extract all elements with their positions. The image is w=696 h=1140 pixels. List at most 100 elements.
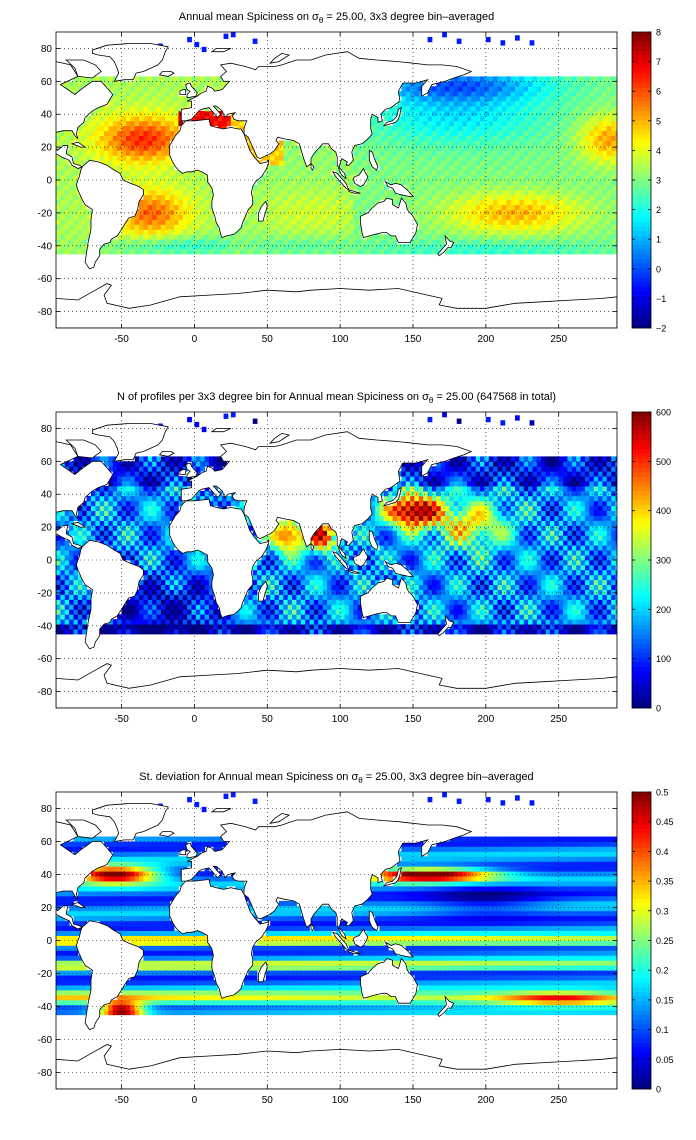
bin-cell xyxy=(309,604,315,610)
bin-cell xyxy=(99,515,105,521)
bin-cell xyxy=(383,189,389,196)
bin-cell xyxy=(134,599,140,605)
bin-cell xyxy=(300,550,306,556)
bin-cell xyxy=(519,224,525,230)
bin-cell xyxy=(327,594,332,600)
bin-cell xyxy=(182,614,188,620)
bin-cell xyxy=(296,535,302,541)
bin-cell xyxy=(545,249,551,255)
colorbar-swatch xyxy=(632,249,651,255)
bin-cell xyxy=(606,130,612,136)
bin-cell xyxy=(549,76,555,82)
bin-cell xyxy=(156,520,162,526)
bin-cell xyxy=(187,599,192,605)
bin-cell xyxy=(121,545,127,551)
bin-cell xyxy=(60,180,66,186)
bin-cell xyxy=(147,155,153,161)
bin-cell xyxy=(379,244,385,250)
bin-cell xyxy=(584,135,590,141)
bin-cell xyxy=(536,101,542,107)
bin-cell xyxy=(143,160,149,166)
bin-cell xyxy=(431,130,437,136)
bin-cell xyxy=(82,540,87,546)
bin-cell xyxy=(458,224,463,230)
bin-cell xyxy=(436,234,442,240)
bin-cell xyxy=(475,96,481,102)
bin-cell xyxy=(195,86,201,92)
bin-cell xyxy=(475,130,481,136)
bin-cell xyxy=(99,495,105,502)
bin-cell xyxy=(178,175,184,181)
bin-cell xyxy=(147,599,153,605)
bin-cell xyxy=(414,204,420,210)
bin-cell xyxy=(60,555,66,561)
bin-cell xyxy=(213,461,219,467)
bin-cell xyxy=(156,140,162,146)
bin-cell xyxy=(313,194,319,201)
bin-cell xyxy=(200,555,206,561)
bin-cell xyxy=(436,189,442,196)
bin-cell xyxy=(571,189,577,196)
bin-cell xyxy=(134,120,140,127)
bin-cell xyxy=(165,239,171,245)
bin-cell xyxy=(558,110,564,117)
bin-cell xyxy=(388,234,393,240)
bin-cell xyxy=(392,150,398,156)
bin-cell xyxy=(375,155,380,161)
bin-cell xyxy=(493,184,498,191)
bin-cell xyxy=(191,234,197,240)
bin-cell xyxy=(532,150,538,156)
bin-cell xyxy=(139,209,144,215)
bin-cell xyxy=(77,229,83,235)
bin-cell xyxy=(230,120,236,127)
bin-cell xyxy=(274,189,280,196)
bin-cell xyxy=(589,155,595,161)
bin-cell xyxy=(541,170,546,176)
bin-cell xyxy=(134,135,140,141)
bin-cell xyxy=(431,96,437,102)
bin-cell xyxy=(471,135,477,141)
bin-cell xyxy=(160,175,166,181)
bin-cell xyxy=(576,239,581,245)
bin-cell xyxy=(296,569,302,576)
bin-cell xyxy=(274,624,280,630)
bin-cell xyxy=(519,204,525,210)
bin-cell xyxy=(160,535,166,541)
bin-cell xyxy=(357,244,363,250)
bin-cell xyxy=(440,165,446,171)
bin-cell xyxy=(536,81,542,87)
title-symbol: σ xyxy=(312,11,319,23)
bin-cell xyxy=(558,101,564,107)
bin-cell xyxy=(554,194,560,201)
bin-cell xyxy=(108,130,114,136)
colorbar-swatch xyxy=(632,207,651,213)
bin-cell xyxy=(95,145,101,151)
bin-cell xyxy=(606,96,612,102)
bin-cell xyxy=(576,180,581,186)
bin-cell xyxy=(292,234,297,240)
bin-cell xyxy=(366,194,372,201)
bin-cell xyxy=(598,219,603,225)
bin-cell xyxy=(300,170,306,176)
bin-cell xyxy=(602,199,608,206)
bin-cell xyxy=(174,86,179,92)
bin-cell xyxy=(104,495,109,502)
bin-cell xyxy=(130,120,136,127)
bin-cell xyxy=(147,481,153,487)
bin-cell xyxy=(278,140,284,146)
bin-cell xyxy=(169,115,175,122)
bin-cell xyxy=(606,160,612,166)
bin-cell xyxy=(480,165,485,171)
bin-cell xyxy=(174,106,179,112)
bin-cell xyxy=(584,180,590,186)
bin-cell xyxy=(567,170,573,176)
bin-cell xyxy=(104,244,109,250)
bin-cell xyxy=(484,145,490,151)
bin-cell xyxy=(305,550,310,556)
bin-cell xyxy=(418,81,424,87)
bin-cell xyxy=(64,555,70,561)
coastline-baffin xyxy=(65,59,102,79)
bin-cell xyxy=(554,189,560,196)
bin-cell xyxy=(305,614,310,620)
bin-cell xyxy=(257,249,262,255)
